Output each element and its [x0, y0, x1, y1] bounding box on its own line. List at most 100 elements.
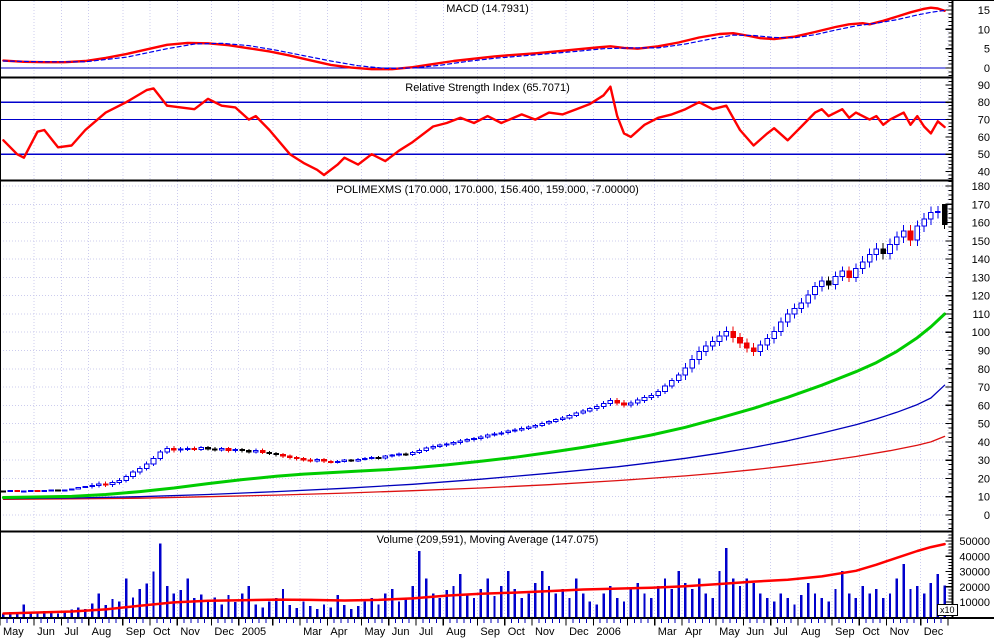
candle	[273, 453, 279, 456]
price-y-label: 0	[984, 510, 990, 522]
candle	[880, 248, 887, 255]
candle	[771, 330, 777, 340]
x-axis-label: Jun	[392, 626, 410, 638]
candle	[716, 335, 723, 342]
candle	[634, 399, 641, 404]
candle	[900, 230, 907, 238]
candle	[553, 419, 559, 422]
price-y-label: 20	[978, 473, 990, 485]
candle	[232, 449, 239, 452]
candle	[832, 276, 839, 286]
candle	[150, 457, 157, 465]
candle	[887, 244, 893, 255]
candle	[430, 445, 436, 449]
candle	[839, 270, 846, 277]
x-axis-label: Sep	[126, 626, 146, 638]
candle	[600, 403, 607, 407]
macd-y-label: 10	[978, 24, 990, 36]
candle	[641, 397, 648, 401]
candle	[143, 463, 150, 469]
volume-y-label: 50000	[959, 536, 990, 548]
price-y-label: 70	[978, 382, 990, 394]
candle	[935, 211, 941, 214]
candle	[293, 457, 300, 460]
candle	[628, 402, 634, 406]
candle	[464, 439, 470, 442]
candle	[75, 487, 82, 490]
candle	[941, 203, 948, 225]
candle	[689, 359, 696, 369]
x-axis-label: Dec	[569, 626, 589, 638]
x-axis-label: Apr	[330, 626, 347, 638]
candle	[21, 490, 27, 493]
price-y-label: 140	[972, 254, 990, 266]
candle	[62, 489, 68, 492]
candle	[675, 374, 682, 382]
candle	[539, 422, 546, 426]
candle	[416, 449, 423, 453]
candle	[239, 449, 245, 452]
candle	[866, 254, 873, 263]
price-y-label: 170	[972, 199, 990, 211]
price-y-label: 60	[978, 400, 990, 412]
candle	[518, 427, 525, 431]
candle	[348, 459, 354, 462]
candle	[914, 225, 921, 241]
volume-ma-line	[2, 542, 946, 615]
x-axis-label: May	[3, 626, 24, 638]
candle	[0, 490, 7, 493]
candle	[491, 433, 498, 436]
x-axis-label: Jul	[774, 626, 788, 638]
candle	[750, 347, 757, 352]
candle	[873, 248, 880, 256]
candle	[362, 457, 368, 460]
candle	[403, 453, 409, 456]
rsi-y-label: 70	[978, 115, 990, 127]
volume-y-label: 20000	[959, 582, 990, 594]
candle	[321, 458, 327, 462]
x-axis-label: May	[719, 626, 740, 638]
candle	[443, 443, 450, 446]
candle	[130, 471, 136, 478]
candle	[14, 490, 20, 493]
candle	[812, 286, 818, 296]
candle	[907, 230, 914, 241]
price-y-label: 80	[978, 364, 990, 376]
x-axis-label: Sep	[480, 626, 500, 638]
candle	[177, 448, 184, 451]
candle	[450, 442, 457, 445]
x-axis-label: Aug	[446, 626, 466, 638]
candle	[218, 448, 225, 451]
x-axis-label: 2006	[596, 626, 620, 638]
candle	[723, 330, 730, 337]
price-y-label: 30	[978, 455, 990, 467]
candle	[648, 395, 655, 399]
x-axis-label: Dec	[924, 626, 944, 638]
candle	[532, 425, 539, 428]
rsi-y-label: 40	[978, 167, 990, 179]
candle	[300, 458, 307, 461]
x-axis-label: Apr	[685, 626, 702, 638]
volume-y-label: 30000	[959, 567, 990, 579]
candle	[853, 267, 859, 278]
x-axis-label: Jun	[746, 626, 764, 638]
candle	[253, 449, 259, 453]
candle	[894, 236, 900, 245]
price-y-label: 160	[972, 218, 990, 230]
candle	[587, 408, 593, 412]
candle	[778, 321, 784, 332]
candle	[212, 448, 218, 451]
rsi-y-label: 60	[978, 132, 990, 144]
candle	[89, 484, 95, 487]
candle	[7, 490, 13, 493]
candle	[566, 415, 573, 419]
candle	[669, 380, 675, 387]
ma-fast-green	[1, 312, 947, 499]
candle	[784, 313, 791, 323]
candles	[0, 203, 948, 493]
candle	[266, 452, 273, 455]
ma-slow-red	[2, 435, 946, 500]
candle	[478, 436, 484, 440]
